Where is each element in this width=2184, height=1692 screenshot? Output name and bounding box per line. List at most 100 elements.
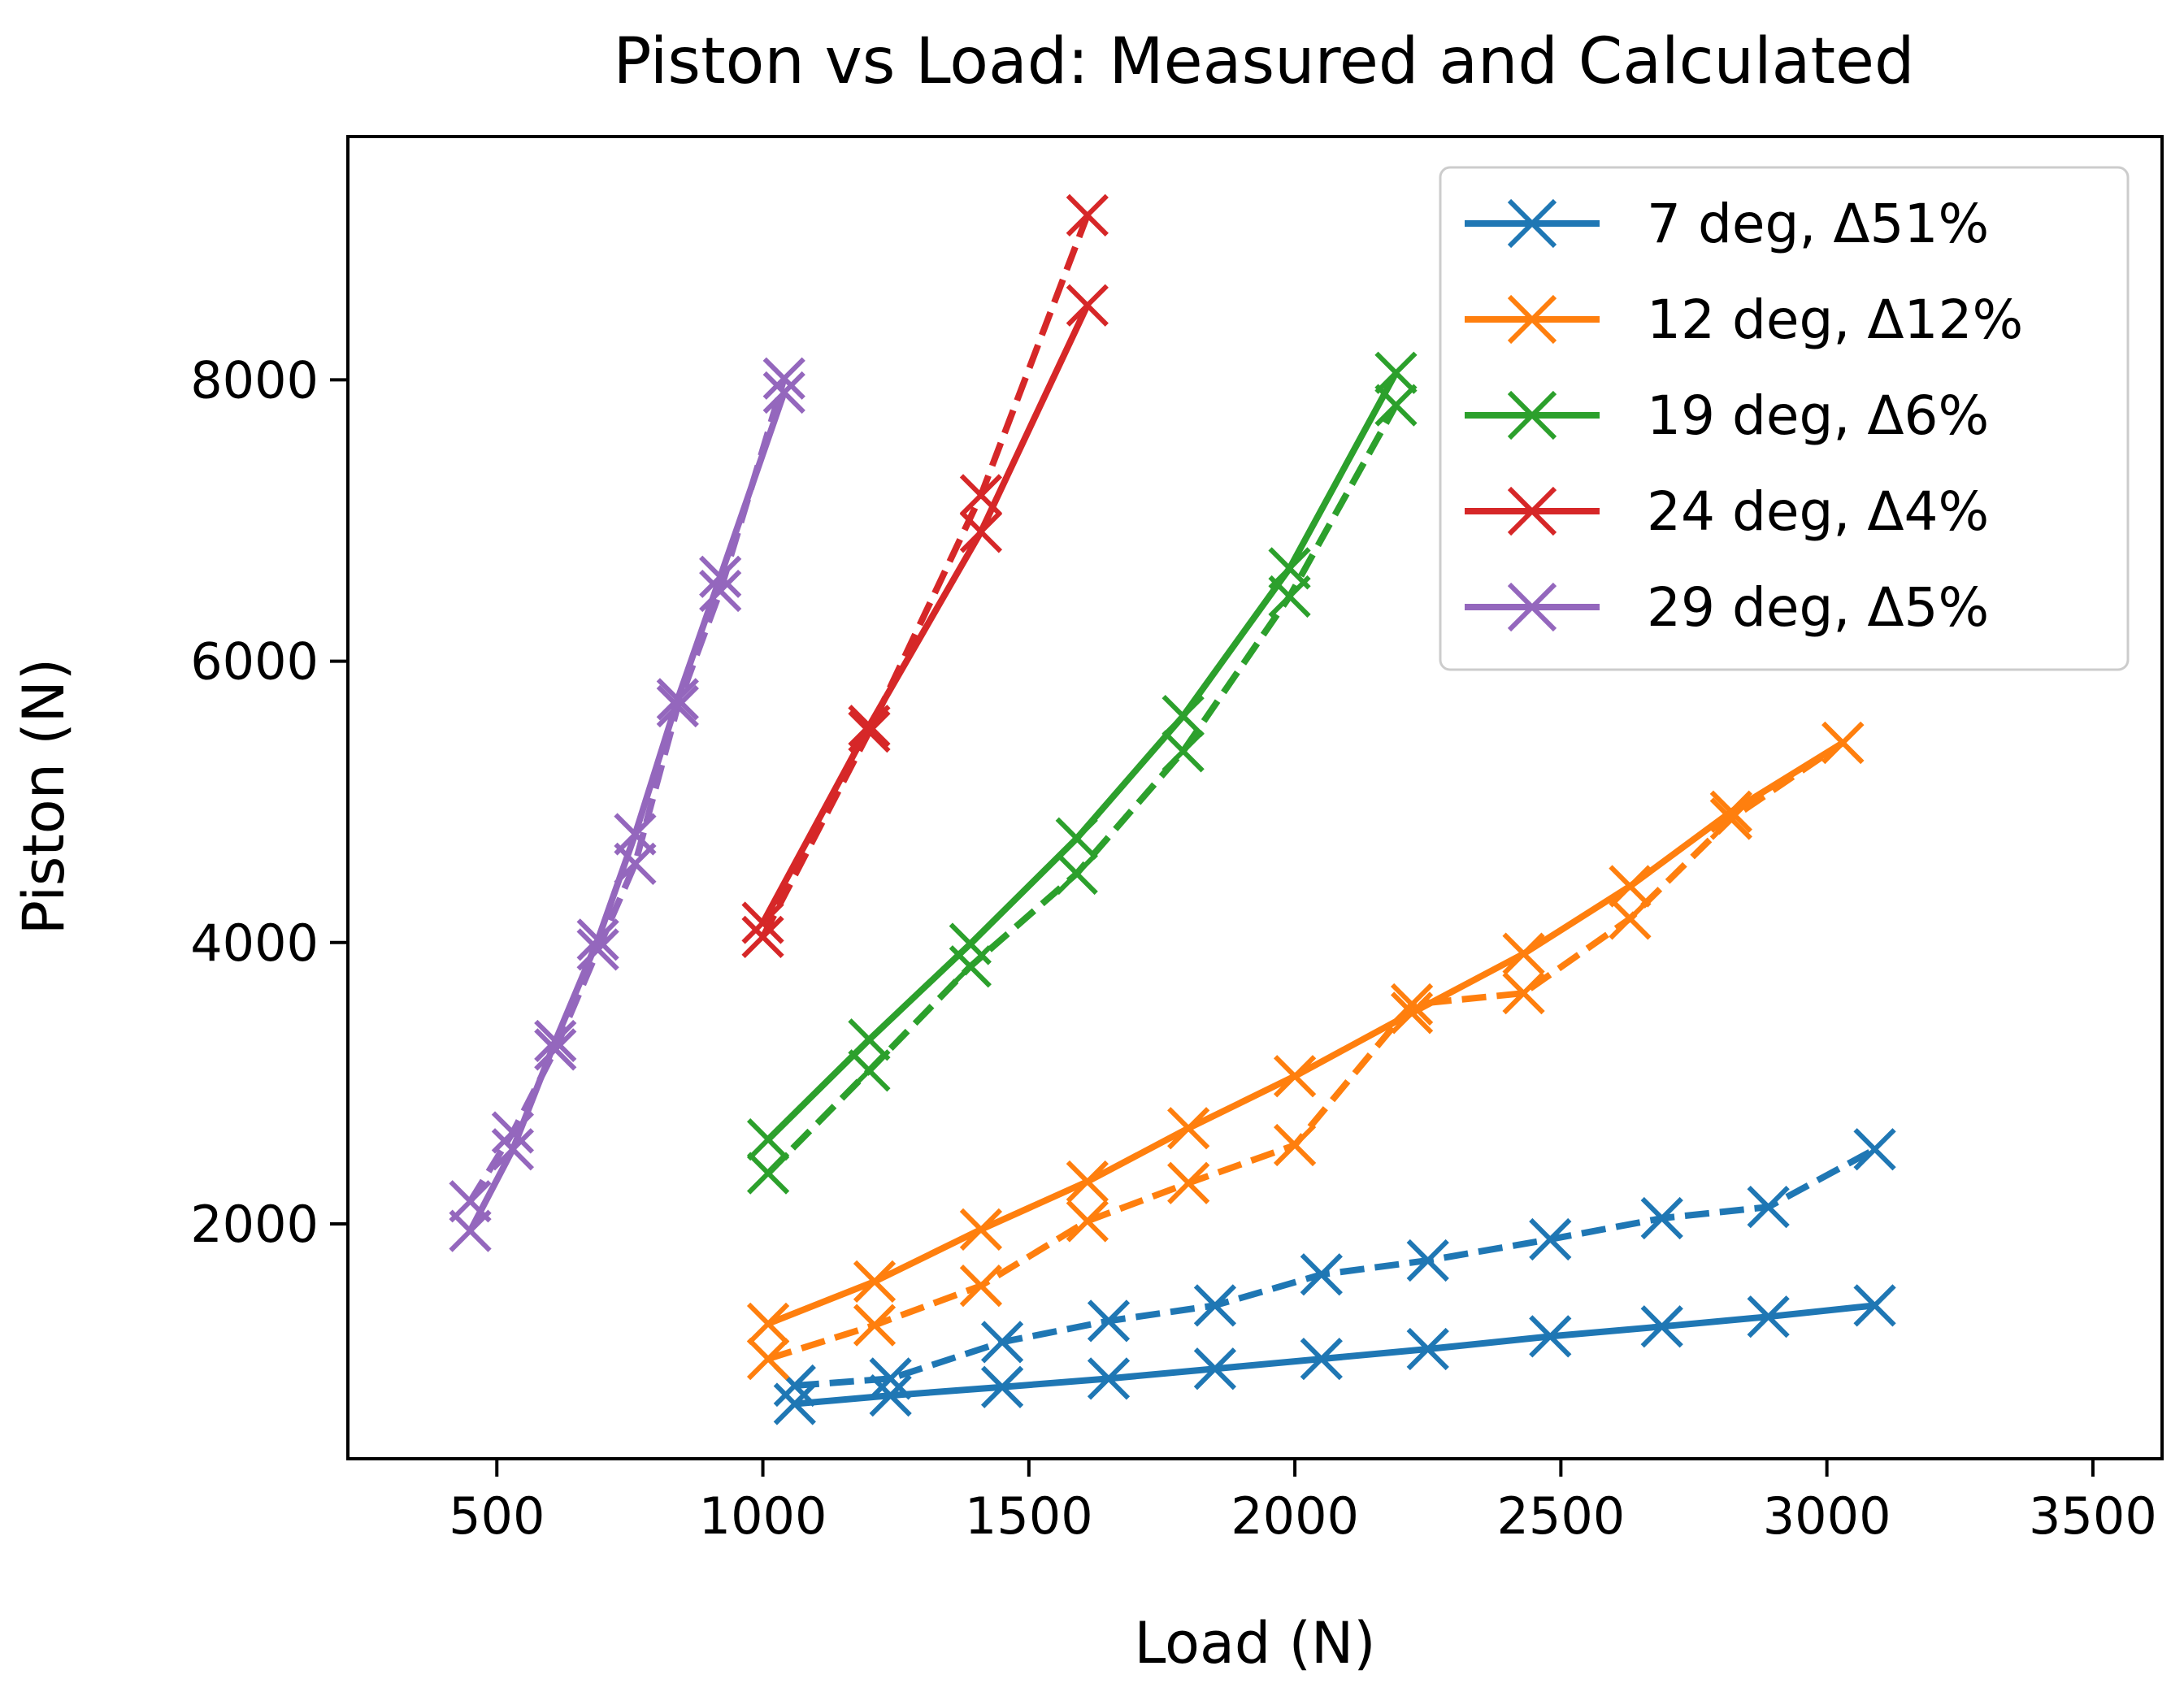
data-point bbox=[1640, 1196, 1683, 1240]
y-axis: 2000 4000 6000 8000 bbox=[190, 350, 348, 1254]
data-point bbox=[762, 357, 805, 400]
data-point bbox=[1406, 1239, 1449, 1282]
series-solid bbox=[773, 1284, 1896, 1425]
data-point bbox=[848, 1049, 891, 1092]
data-point bbox=[741, 915, 784, 958]
calculated-line bbox=[759, 214, 1091, 939]
data-point bbox=[746, 1117, 790, 1161]
series-solid bbox=[741, 284, 1109, 944]
data-point bbox=[614, 813, 657, 856]
x-tick-label: 1000 bbox=[699, 1486, 827, 1546]
data-point bbox=[959, 510, 1003, 553]
series-solid bbox=[746, 721, 1865, 1345]
legend-marker bbox=[1507, 294, 1557, 345]
data-point bbox=[773, 1382, 816, 1425]
data-point bbox=[491, 1128, 535, 1171]
data-point bbox=[1161, 730, 1205, 773]
data-point bbox=[699, 555, 742, 598]
data-point bbox=[741, 901, 784, 944]
x-tick-label: 1500 bbox=[965, 1486, 1093, 1546]
data-point bbox=[853, 1260, 897, 1304]
data-point bbox=[959, 1264, 1003, 1308]
x-axis: 500 1000 1500 2000 2500 3000 3500 bbox=[449, 1459, 2157, 1546]
data-point bbox=[1161, 694, 1205, 738]
x-tick-label: 2000 bbox=[1231, 1486, 1359, 1546]
y-tick-label: 8000 bbox=[190, 350, 319, 410]
y-tick-label: 4000 bbox=[190, 913, 319, 973]
y-tick-label: 2000 bbox=[190, 1195, 319, 1254]
legend-label: 12 deg, Δ12% bbox=[1647, 289, 2023, 351]
data-point bbox=[1066, 284, 1109, 327]
data-point bbox=[1300, 1337, 1343, 1381]
data-point bbox=[534, 1019, 577, 1063]
plot-frame bbox=[346, 135, 2164, 1460]
data-point bbox=[1055, 817, 1098, 860]
data-point bbox=[1374, 351, 1418, 394]
legend-marker bbox=[1507, 486, 1557, 536]
measured-line bbox=[467, 391, 788, 1233]
data-point bbox=[1055, 852, 1098, 896]
data-point bbox=[1502, 932, 1545, 975]
data-point bbox=[1609, 865, 1652, 908]
data-point bbox=[1747, 1186, 1790, 1229]
legend-marker bbox=[1507, 198, 1557, 249]
legend-marker bbox=[1507, 582, 1557, 632]
legend-label: 7 deg, Δ51% bbox=[1647, 193, 1989, 255]
x-tick-label: 3500 bbox=[2029, 1486, 2157, 1546]
data-point bbox=[1747, 1295, 1790, 1338]
data-point bbox=[848, 1018, 891, 1061]
data-point bbox=[1529, 1315, 1572, 1358]
series-solid bbox=[746, 351, 1418, 1161]
legend-label: 19 deg, Δ6% bbox=[1647, 384, 1989, 447]
data-point bbox=[1390, 991, 1434, 1035]
data-point bbox=[1066, 1200, 1109, 1243]
legend-box bbox=[1439, 166, 2130, 671]
data-point bbox=[1273, 1055, 1317, 1098]
series-dashed bbox=[741, 193, 1109, 958]
x-axis-label: Load (N) bbox=[1134, 1610, 1375, 1677]
legend-marker bbox=[1507, 390, 1557, 440]
data-point bbox=[449, 1180, 492, 1223]
data-point bbox=[699, 569, 742, 613]
data-point bbox=[656, 678, 699, 721]
series-dashed bbox=[773, 1128, 1896, 1408]
data-point bbox=[1529, 1217, 1572, 1261]
data-layer bbox=[449, 193, 1896, 1425]
chart-title: Piston vs Load: Measured and Calculated bbox=[613, 25, 1914, 98]
data-point bbox=[1709, 790, 1752, 833]
x-tick-label: 2500 bbox=[1496, 1486, 1625, 1546]
data-point bbox=[1640, 1305, 1683, 1348]
calculated-line bbox=[467, 377, 788, 1204]
data-point bbox=[746, 1302, 790, 1345]
data-point bbox=[869, 1373, 912, 1417]
data-point bbox=[853, 1304, 897, 1347]
data-point bbox=[449, 1209, 492, 1252]
data-point bbox=[1066, 1160, 1109, 1204]
data-point bbox=[980, 1365, 1024, 1408]
data-point bbox=[1087, 1357, 1131, 1400]
data-point bbox=[1087, 1299, 1131, 1343]
data-point bbox=[949, 922, 992, 965]
data-point bbox=[1268, 547, 1311, 590]
data-point bbox=[980, 1321, 1024, 1364]
data-point bbox=[576, 918, 619, 961]
data-point bbox=[1066, 193, 1109, 237]
data-point bbox=[1821, 721, 1865, 765]
series-dashed bbox=[746, 384, 1418, 1195]
legend-label: 24 deg, Δ4% bbox=[1647, 480, 1989, 543]
x-tick-label: 500 bbox=[449, 1486, 545, 1546]
data-point bbox=[1502, 971, 1545, 1015]
data-point bbox=[959, 1208, 1003, 1251]
legend: 7 deg, Δ51% 12 deg, Δ12% 19 deg, Δ6% 24 deg… bbox=[1439, 166, 2130, 671]
measured-line bbox=[760, 304, 1091, 925]
data-point bbox=[1853, 1284, 1896, 1327]
data-point bbox=[1167, 1107, 1210, 1150]
data-point bbox=[848, 705, 891, 748]
data-point bbox=[1406, 1327, 1449, 1371]
data-point bbox=[746, 1337, 790, 1381]
data-point bbox=[1273, 1123, 1317, 1167]
series-solid bbox=[449, 371, 805, 1252]
legend-label: 29 deg, Δ5% bbox=[1647, 576, 1989, 639]
data-point bbox=[1853, 1128, 1896, 1171]
